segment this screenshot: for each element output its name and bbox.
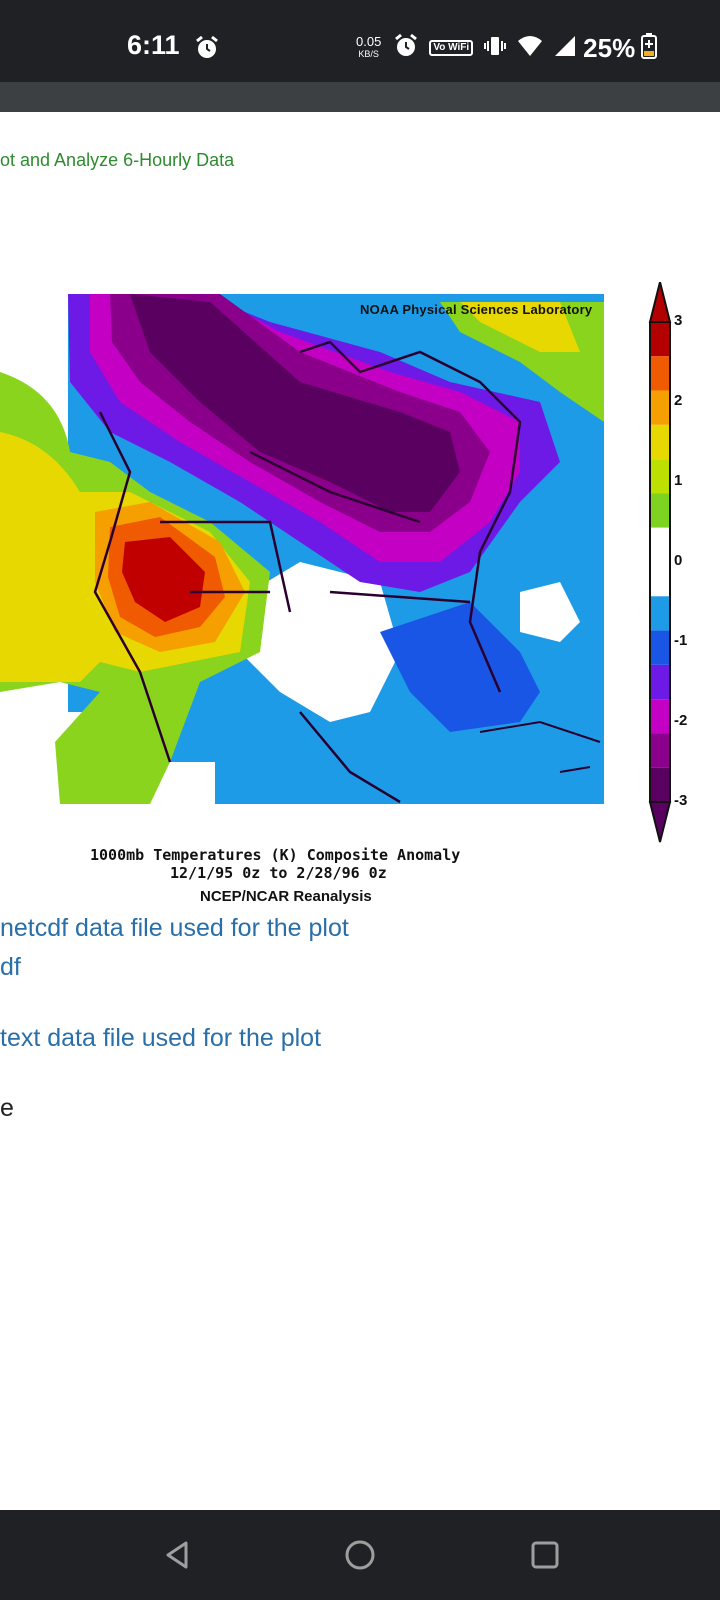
colorbar-label: -3 bbox=[674, 792, 688, 809]
colorbar-cell bbox=[650, 493, 670, 528]
colorbar-label: -2 bbox=[674, 712, 688, 729]
alarm-icon bbox=[194, 35, 220, 66]
wifi-signal-icon bbox=[517, 35, 543, 62]
colorbar-top-arrow bbox=[648, 282, 672, 323]
back-button[interactable] bbox=[152, 1530, 202, 1580]
colorbar-cell bbox=[650, 390, 670, 425]
colorbar-cell bbox=[650, 596, 670, 631]
network-speed-unit: KB/S bbox=[358, 49, 379, 59]
colorbar-cell bbox=[650, 699, 670, 734]
colorbar-label: 3 bbox=[674, 312, 683, 329]
colorbar-label: 2 bbox=[674, 392, 683, 409]
colorbar-bottom-arrow bbox=[648, 801, 672, 843]
colorbar-label: 0 bbox=[674, 552, 683, 569]
page-heading[interactable]: ot and Analyze 6-Hourly Data bbox=[0, 150, 235, 170]
home-button[interactable] bbox=[335, 1530, 385, 1580]
navigation-bar bbox=[0, 1510, 720, 1600]
colorbar-cell bbox=[650, 664, 670, 700]
colorbar-cell bbox=[650, 424, 670, 460]
battery-percent: 25% bbox=[583, 32, 636, 63]
caption-dates: 12/1/95 0z to 2/28/96 0z bbox=[170, 864, 387, 882]
colorbar-cell bbox=[650, 767, 670, 802]
colorbar-cell bbox=[650, 733, 670, 768]
network-speed: 0.05 KB/S bbox=[356, 34, 382, 60]
status-indicators: 0.05 KB/S Vo WiFi 25% bbox=[356, 30, 658, 66]
colorbar-legend bbox=[648, 282, 672, 843]
back-icon bbox=[166, 1541, 188, 1569]
cell-signal-icon bbox=[553, 34, 577, 63]
battery-charging-icon bbox=[641, 32, 658, 64]
colorbar-label: 1 bbox=[674, 472, 683, 489]
caption-source: NCEP/NCAR Reanalysis bbox=[200, 888, 372, 905]
netcdf-file-link[interactable]: netcdf data file used for the plot bbox=[0, 914, 349, 942]
temperature-anomaly-map bbox=[0, 292, 604, 822]
colorbar-cell bbox=[650, 527, 670, 562]
colorbar-cell bbox=[650, 322, 670, 357]
text-file-link[interactable]: text data file used for the plot bbox=[0, 1024, 322, 1052]
browser-toolbar bbox=[0, 82, 720, 112]
alarm-icon bbox=[393, 33, 419, 64]
colorbar-cell bbox=[650, 459, 670, 494]
colorbar-cell bbox=[650, 356, 670, 391]
vibrate-icon bbox=[483, 34, 507, 63]
home-icon bbox=[345, 1540, 375, 1570]
netcdf-file-link-cont[interactable]: df bbox=[0, 953, 21, 981]
status-bar: 6:11 0.05 KB/S Vo WiFi 25% bbox=[0, 0, 720, 82]
colorbar-label: -1 bbox=[674, 632, 688, 649]
vowifi-icon: Vo WiFi bbox=[429, 40, 474, 56]
colorbar-cell bbox=[650, 630, 670, 665]
trailing-text: e bbox=[0, 1094, 14, 1122]
network-speed-value: 0.05 bbox=[356, 34, 382, 49]
recents-icon bbox=[531, 1541, 559, 1569]
colorbar-cell bbox=[650, 562, 670, 597]
caption-title: 1000mb Temperatures (K) Composite Anomal… bbox=[90, 846, 461, 864]
recents-button[interactable] bbox=[520, 1530, 570, 1580]
status-time: 6:11 bbox=[127, 30, 180, 60]
image-credit: NOAA Physical Sciences Laboratory bbox=[360, 302, 593, 317]
